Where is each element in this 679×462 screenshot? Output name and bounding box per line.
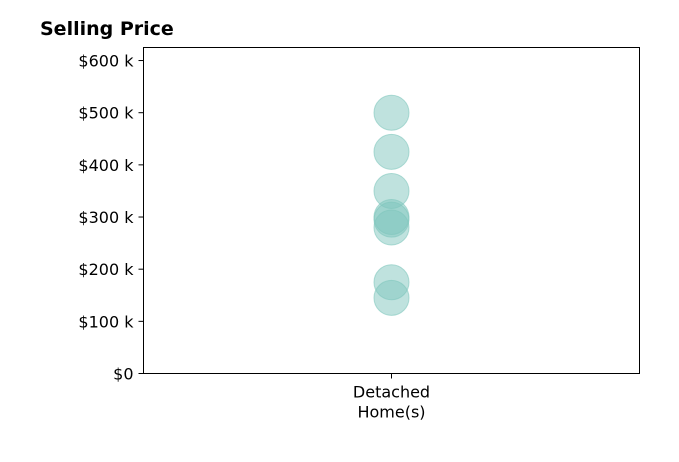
data-points-layer — [373, 94, 410, 316]
y-tick-label: $200 k — [78, 260, 134, 279]
chart-title: Selling Price — [40, 18, 174, 40]
x-axis: Detached Home(s) — [353, 373, 430, 422]
y-tick-label: $500 k — [78, 104, 134, 123]
data-point — [373, 133, 410, 170]
y-tick-label: $300 k — [78, 208, 134, 227]
y-axis: $0 $100 k $200 k $300 k $400 k $500 k $600 k — [78, 52, 144, 384]
data-point — [373, 209, 410, 246]
y-tick-label: $0 — [113, 365, 133, 384]
y-tick-label: $600 k — [78, 52, 134, 71]
y-tick-label: $400 k — [78, 156, 134, 175]
data-point — [373, 279, 410, 316]
y-tick-label: $100 k — [78, 312, 134, 331]
data-point — [373, 94, 410, 131]
x-tick-label: Detached Home(s) — [353, 383, 430, 422]
